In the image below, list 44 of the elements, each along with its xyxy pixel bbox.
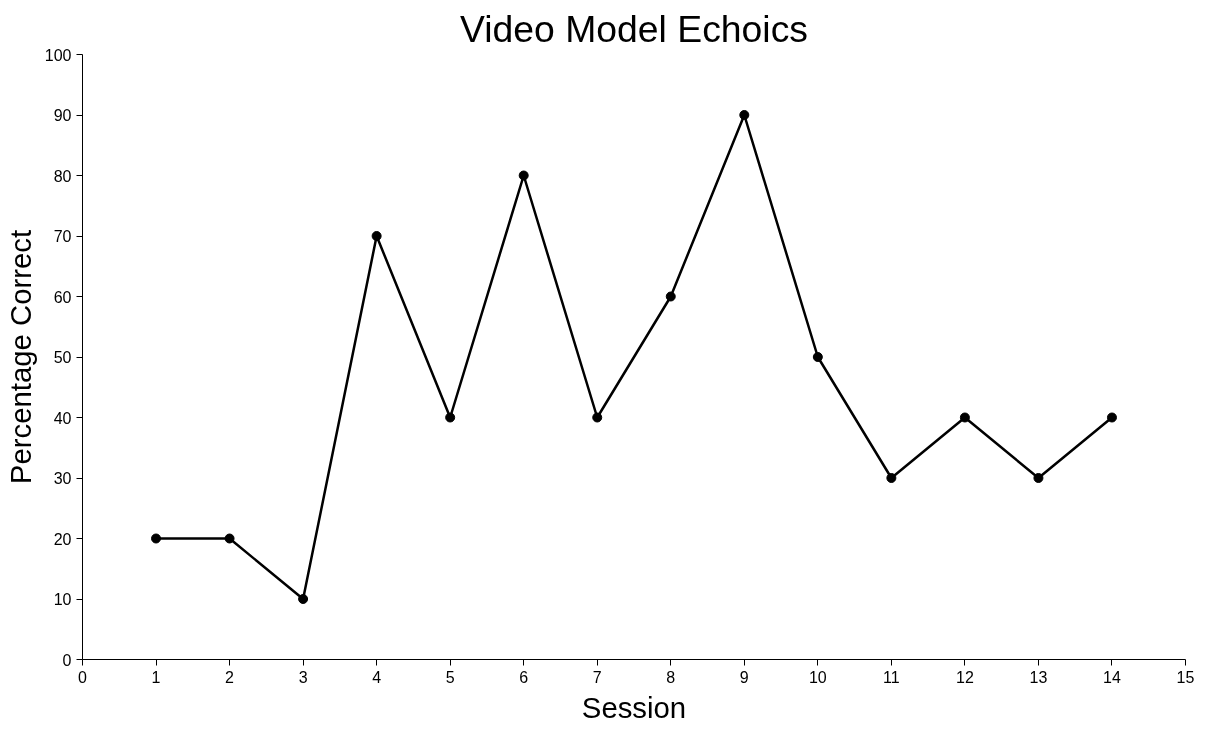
x-tick-label: 6 (519, 668, 529, 686)
point (445, 412, 456, 423)
x-tick-label: 8 (666, 668, 676, 686)
x-tick-label: 1 (151, 668, 161, 686)
x-tick-label: 10 (808, 668, 827, 686)
point (1033, 473, 1044, 483)
x-tick-label: 7 (592, 668, 602, 686)
y-tick-label: 60 (53, 288, 72, 306)
point (1106, 412, 1117, 423)
y-tick-label: 20 (53, 530, 72, 548)
y-tick-label: 50 (53, 349, 72, 366)
x-axis-title: Session (581, 690, 687, 724)
point (592, 412, 603, 423)
x-tick-label: 2 (225, 668, 235, 686)
point (665, 291, 676, 302)
y-tick-label: 70 (53, 228, 72, 245)
y-tick-label: 0 (62, 651, 72, 669)
y-tick-label: 40 (53, 409, 72, 427)
x-tick-label: 9 (739, 668, 749, 686)
y-tick-label: 10 (53, 591, 72, 608)
point (959, 412, 970, 423)
y-tick-label: 100 (44, 46, 72, 64)
point (739, 110, 750, 120)
x-tick-label: 5 (445, 668, 455, 686)
point (812, 352, 823, 362)
x-tick-label: 11 (883, 668, 900, 686)
x-tick-label: 14 (1103, 668, 1121, 686)
point (224, 533, 235, 544)
y-tick-label: 90 (53, 107, 72, 124)
x-tick-label: 12 (956, 668, 974, 686)
point (371, 231, 382, 241)
x-tick-label: 13 (1029, 668, 1048, 686)
x-tick-label: 0 (78, 668, 88, 686)
y-axis-title: Percentage Correct (3, 229, 37, 485)
x-tick-label: 3 (298, 668, 308, 686)
y-tick-label: 30 (53, 470, 72, 487)
y-tick-label: 80 (53, 167, 72, 185)
chart-title: Video Model Echoics (460, 7, 808, 50)
point (151, 533, 162, 544)
x-tick-label: 4 (372, 668, 382, 686)
point (298, 594, 309, 604)
point (518, 170, 529, 181)
x-tick-label: 15 (1176, 668, 1195, 686)
point (886, 473, 897, 483)
